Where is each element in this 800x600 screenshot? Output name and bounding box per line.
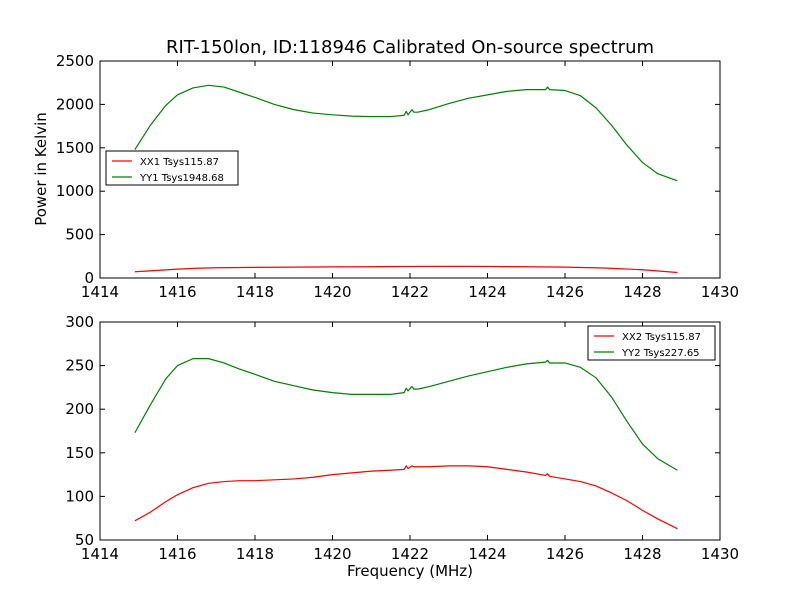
x-tick-label: 1426: [546, 545, 584, 563]
y-tick-label: 1500: [56, 139, 94, 157]
x-tick-label: 1418: [236, 283, 274, 301]
x-tick-label: 1422: [391, 283, 429, 301]
x-tick-label: 1430: [701, 545, 739, 563]
legend-label: YY1 Tsys1948.68: [139, 173, 224, 184]
y-tick-label: 2000: [56, 95, 94, 113]
x-tick-label: 1424: [468, 283, 506, 301]
legend: XX2 Tsys115.87 YY2 Tsys227.65: [587, 325, 716, 361]
legend-label: XX2 Tsys115.87: [622, 332, 701, 343]
top-panel: RIT-150lon, ID:118946 Calibrated On-sour…: [32, 37, 739, 301]
x-tick-label: 1428: [623, 283, 661, 301]
bottom-panel-axes: 1414 1416 1418 1420 1422 1424 1426 1428 1430 50 10…: [65, 313, 739, 563]
x-tick-label: 1414: [81, 283, 119, 301]
legend-label: YY2 Tsys227.65: [621, 348, 700, 359]
x-axis-label: Frequency (MHz): [347, 562, 473, 580]
y-tick-label: 250: [65, 357, 94, 375]
y-tick-label: 200: [65, 400, 94, 418]
legend-box: [587, 325, 716, 361]
x-tick-label: 1418: [236, 545, 274, 563]
bottom-panel: 1414 1416 1418 1420 1422 1424 1426 1428 1430 50 10…: [65, 313, 739, 580]
x-tick-label: 1420: [313, 283, 351, 301]
y-tick-label: 1000: [56, 182, 94, 200]
series-lines: [134, 358, 678, 530]
x-tick-label: 1430: [701, 283, 739, 301]
legend: XX1 Tsys115.87 YY1 Tsys1948.68: [105, 150, 239, 186]
series-line-yy1: [134, 84, 678, 182]
y-tick-label: 0: [84, 269, 94, 287]
x-tick-label: 1422: [391, 545, 429, 563]
y-tick-label: 500: [65, 226, 94, 244]
y-tick-label: 50: [75, 531, 94, 549]
series-line-xx2: [134, 465, 678, 530]
x-tick-label: 1428: [623, 545, 661, 563]
x-tick-label: 1414: [81, 545, 119, 563]
x-tick-label: 1416: [158, 545, 196, 563]
x-tick-label: 1420: [313, 545, 351, 563]
y-tick-label: 2500: [56, 52, 94, 70]
top-y-axis-label: Power in Kelvin: [32, 112, 50, 226]
y-tick-label: 100: [65, 487, 94, 505]
series-line-yy2: [134, 358, 678, 471]
x-tick-label: 1426: [546, 283, 584, 301]
series-line-xx1: [134, 265, 678, 274]
legend-label: XX1 Tsys115.87: [140, 157, 219, 168]
x-tick-label: 1424: [468, 545, 506, 563]
legend-box: [105, 150, 239, 186]
chart-title: RIT-150lon, ID:118946 Calibrated On-sour…: [166, 37, 654, 58]
x-tick-label: 1416: [158, 283, 196, 301]
y-tick-label: 300: [65, 313, 94, 331]
top-panel-axes: 1414 1416 1418 1420 1422 1424 1426 1428 1430 0 500…: [56, 52, 739, 301]
y-tick-label: 150: [65, 444, 94, 462]
series-lines: [134, 84, 678, 274]
